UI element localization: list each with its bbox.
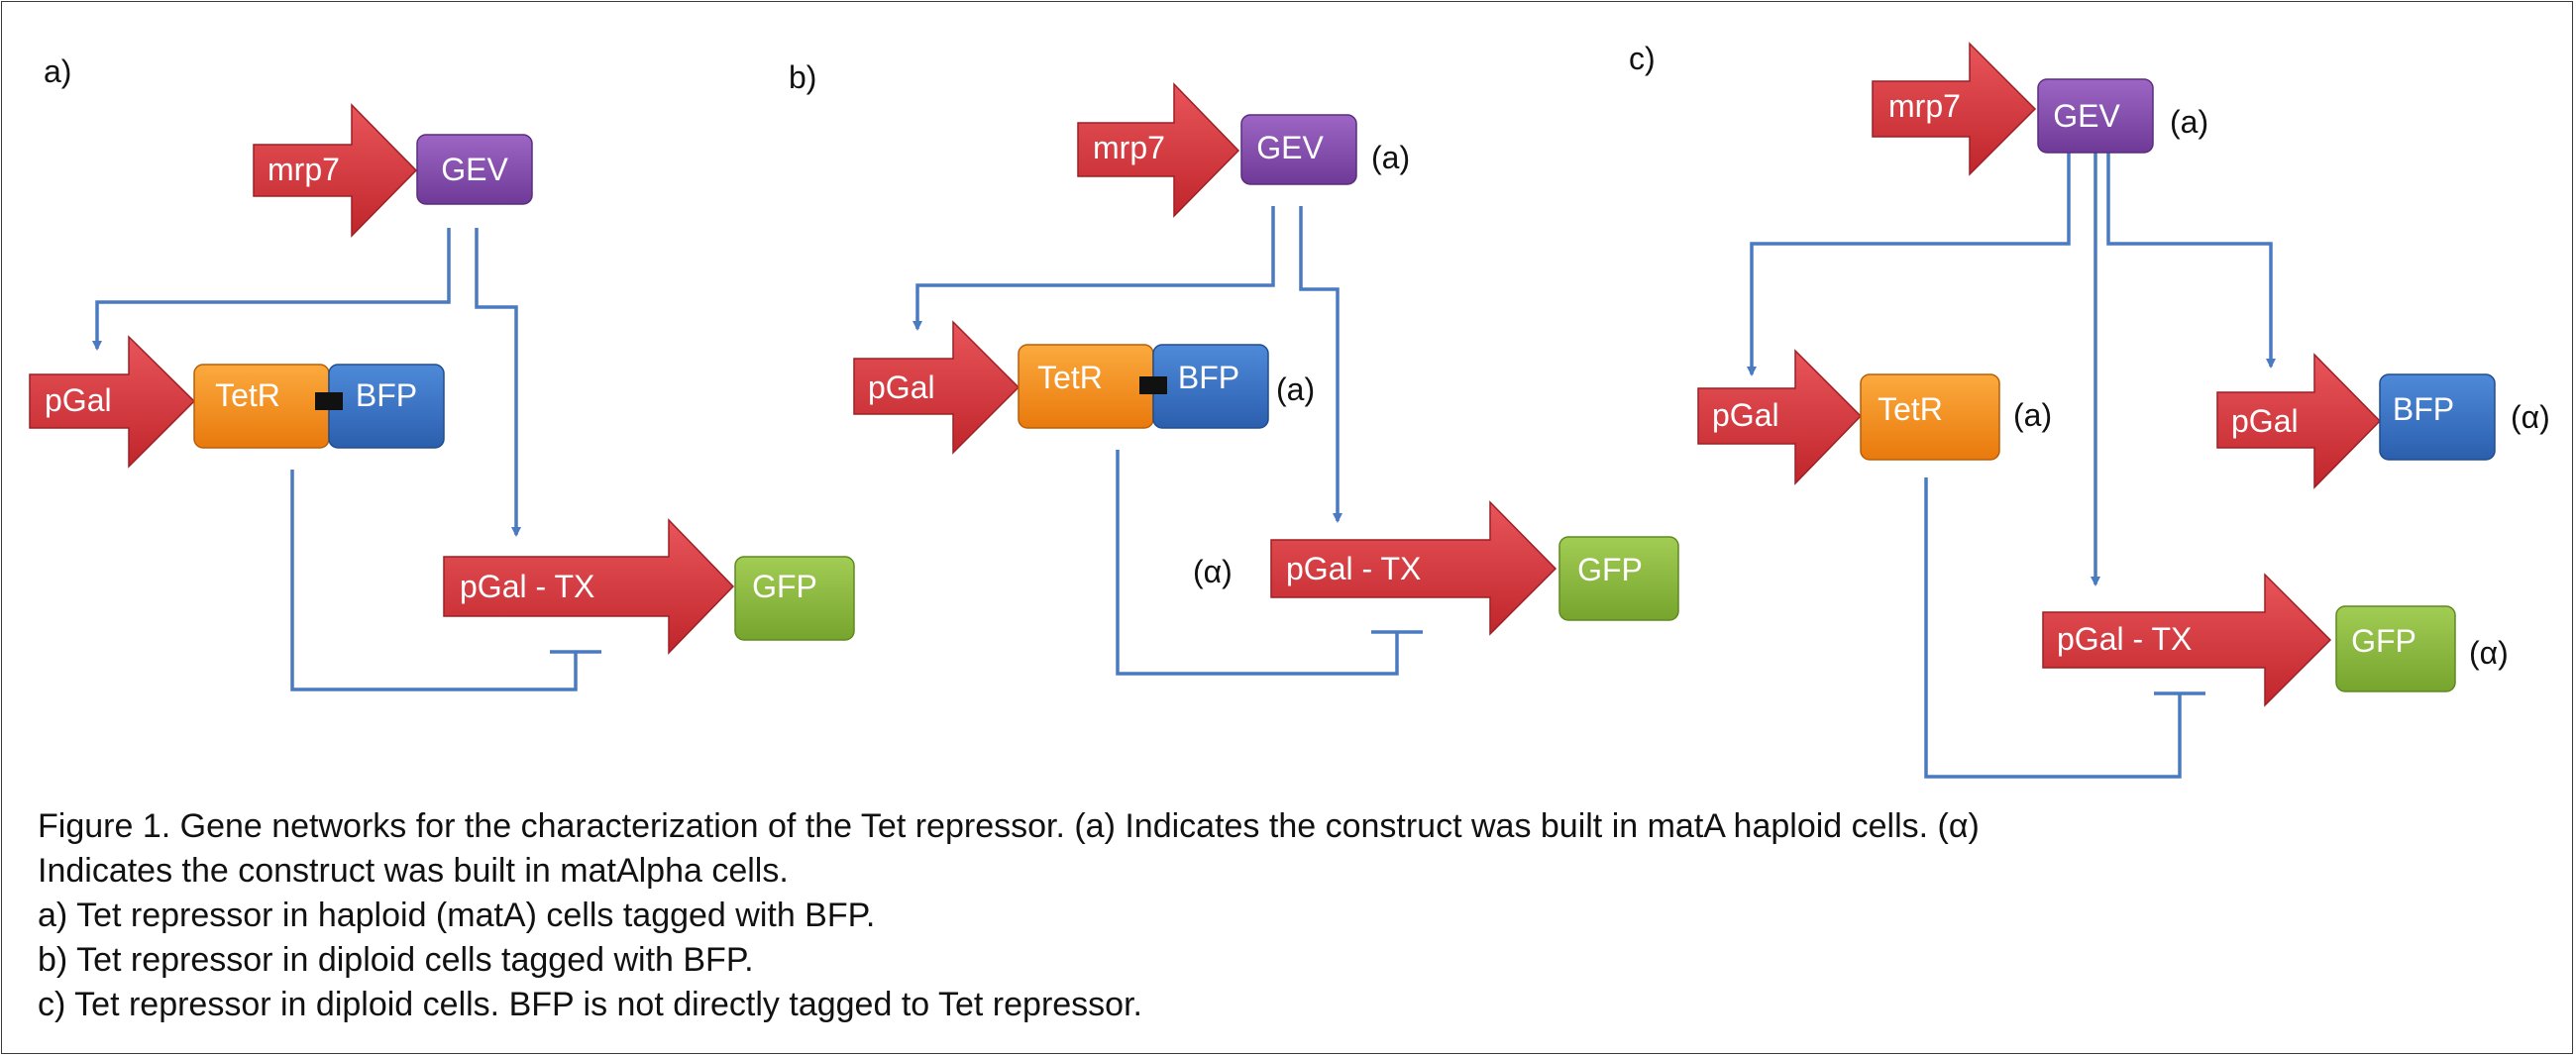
tetr-gene: TetR [193, 364, 330, 449]
gfp-gene: GFP [2335, 605, 2456, 692]
promoter-arrow [1872, 42, 2037, 176]
gev-gene: GEV [2037, 78, 2154, 154]
gfp-label: GFP [752, 569, 817, 604]
mrp7-label: mrp7 [268, 152, 340, 187]
repression-line [1924, 477, 2182, 779]
activation-arrow [912, 206, 1275, 331]
gev-gene: GEV [1240, 114, 1357, 185]
gev-annotation: (a) [1371, 140, 1410, 175]
pgal-promoter: pGal [29, 335, 196, 469]
panel-c: c) mrp7 GEV (a) pGal TetR (a) pGa [1629, 41, 2550, 779]
pgaltx-promoter: pGal - TX [1270, 500, 1557, 636]
tetr-box [1860, 373, 2000, 461]
pgaltx-promoter: pGal - TX [2042, 573, 2332, 707]
panel-b-label: b) [789, 59, 816, 95]
activation-arrow [1747, 151, 2071, 376]
pgaltx-promoter: pGal - TX [443, 518, 735, 655]
mrp7-promoter: mrp7 [253, 103, 418, 238]
bfp-gene: BFP [1152, 344, 1269, 429]
tetr-label: TetR [1037, 360, 1103, 395]
bfp-box [2379, 373, 2496, 461]
promoter-arrow [2042, 573, 2332, 707]
pgal-promoter: pGal [853, 320, 1020, 455]
mrp7-promoter: mrp7 [1872, 42, 2037, 176]
tetr-annotation: (a) [2013, 397, 2052, 433]
figure-caption: Figure 1. Gene networks for the characte… [38, 804, 1980, 1027]
pgaltx-label: pGal - TX [2057, 621, 2192, 657]
promoter-arrow [2216, 353, 2382, 489]
gfp-annotation: (α) [2469, 635, 2509, 671]
tetr-gene: TetR [1860, 373, 2000, 461]
repression-line [1116, 450, 1399, 676]
gev-box [1240, 114, 1357, 185]
pgaltx-label: pGal - TX [460, 569, 594, 604]
fusion-tag [315, 392, 343, 410]
tetr-label: TetR [215, 377, 280, 413]
bfp-label: BFP [1178, 360, 1239, 395]
gev-label: GEV [441, 152, 508, 187]
pgal-label: pGal [45, 382, 112, 418]
caption-line: c) Tet repressor in diploid cells. BFP i… [38, 986, 1142, 1023]
panel-a: a) mrp7 GEV pGal TetR [29, 53, 855, 691]
caption-line: b) Tet repressor in diploid cells tagged… [38, 941, 754, 979]
pgal-promoter-bfp: pGal [2216, 353, 2382, 489]
promoter-arrow [1270, 500, 1557, 636]
gfp-box [1558, 536, 1679, 621]
mrp7-promoter: mrp7 [1077, 82, 1240, 218]
activation-arrow [475, 228, 521, 537]
pgal-label: pGal [868, 370, 935, 405]
gfp-box [2335, 605, 2456, 692]
promoter-arrow [443, 518, 735, 655]
activation-arrow [92, 228, 451, 351]
caption-line: a) Tet repressor in haploid (matA) cells… [38, 897, 876, 934]
tetr-label: TetR [1878, 391, 1943, 427]
pgal-promoter-tetr: pGal [1697, 349, 1863, 485]
promoter-arrow [29, 335, 196, 469]
gev-box [2037, 78, 2154, 154]
gfp-label: GFP [1577, 552, 1643, 587]
gev-label: GEV [1256, 130, 1324, 165]
pgaltx-annotation: (α) [1193, 554, 1233, 589]
gev-annotation: (a) [2170, 104, 2208, 140]
gfp-gene: GFP [734, 556, 855, 641]
pgal-label: pGal [2231, 403, 2299, 439]
panel-a-connections [92, 228, 601, 691]
promoter-arrow [853, 320, 1020, 455]
fusion-tag [1139, 376, 1167, 394]
bfp-annotation: (α) [2511, 399, 2550, 435]
gev-gene: GEV [416, 134, 533, 205]
bfp-gene: BFP [328, 364, 445, 449]
panel-c-label: c) [1629, 41, 1656, 76]
activation-arrow [1299, 206, 1342, 523]
gev-box [416, 134, 533, 205]
caption-line: Indicates the construct was built in mat… [38, 852, 789, 890]
mrp7-label: mrp7 [1093, 130, 1165, 165]
pgal-label: pGal [1712, 397, 1779, 433]
gfp-label: GFP [2351, 623, 2416, 659]
gfp-box [734, 556, 855, 641]
mrp7-label: mrp7 [1888, 88, 1961, 124]
panel-c-connections [1747, 151, 2276, 779]
panel-a-label: a) [44, 53, 71, 89]
caption-line: Figure 1. Gene networks for the characte… [38, 807, 1980, 845]
bfp-label: BFP [2393, 391, 2454, 427]
pgaltx-label: pGal - TX [1286, 551, 1421, 586]
panel-b: b) mrp7 GEV (a) pGal TetR BFP ( [789, 59, 1679, 676]
bfp-annotation: (a) [1276, 371, 1315, 407]
tetr-gene: TetR [1018, 344, 1154, 429]
gev-label: GEV [2053, 98, 2120, 134]
promoter-arrow [253, 103, 418, 238]
promoter-arrow [1077, 82, 1240, 218]
activation-arrow [2106, 151, 2276, 369]
gfp-gene: GFP [1558, 536, 1679, 621]
bfp-gene: BFP [2379, 373, 2496, 461]
repression-line [290, 470, 578, 691]
bfp-label: BFP [356, 377, 417, 413]
panel-b-connections [912, 206, 1423, 676]
promoter-arrow [1697, 349, 1863, 485]
